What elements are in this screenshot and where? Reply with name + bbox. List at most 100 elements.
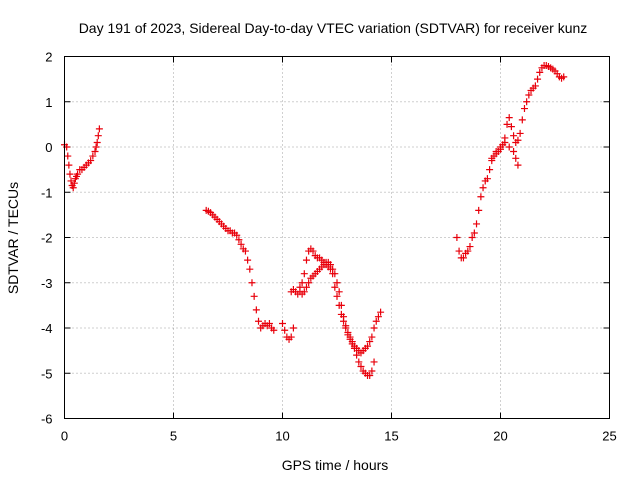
data-point-2-72 — [348, 338, 356, 346]
data-point-3-57 — [514, 161, 522, 169]
data-point-3-37 — [534, 75, 542, 83]
data-point-3-1 — [455, 247, 463, 255]
data-point-0-18 — [89, 152, 97, 160]
data-point-2-69 — [342, 322, 350, 330]
data-point-3-5 — [464, 247, 472, 255]
data-point-0-20 — [92, 143, 100, 151]
data-point-2-45 — [372, 317, 380, 325]
data-point-0-7 — [69, 184, 77, 192]
data-point-1-23 — [252, 306, 260, 314]
data-point-2-26 — [331, 283, 339, 291]
data-point-2-82 — [370, 358, 378, 366]
plot-frame — [64, 56, 610, 419]
data-point-0-21 — [93, 138, 101, 146]
data-point-2-66 — [335, 288, 343, 296]
data-point-2-41 — [364, 342, 372, 350]
y-tick-label-4: -2 — [41, 231, 53, 246]
data-point-2-5 — [289, 324, 297, 332]
x-tick-label-0: 0 — [61, 429, 68, 444]
data-point-2-63 — [329, 265, 337, 273]
data-point-3-23 — [503, 120, 511, 128]
data-point-1-21 — [248, 279, 256, 287]
data-point-1-18 — [241, 247, 249, 255]
data-point-2-44 — [370, 324, 378, 332]
data-point-2-46 — [374, 313, 382, 321]
data-point-2-43 — [368, 333, 376, 341]
data-point-3-12 — [479, 184, 487, 192]
data-point-2-0 — [279, 319, 286, 327]
data-point-2-65 — [333, 279, 341, 287]
data-point-0-22 — [94, 132, 102, 140]
x-tick-label-4: 20 — [493, 429, 507, 444]
data-point-2-76 — [357, 362, 365, 370]
data-point-3-31 — [520, 105, 528, 113]
data-point-3-32 — [523, 98, 531, 106]
data-point-1-22 — [250, 292, 258, 300]
data-point-2-74 — [353, 351, 361, 359]
data-point-1-20 — [246, 265, 254, 273]
data-point-2-73 — [350, 344, 358, 352]
data-point-2-80 — [366, 372, 374, 380]
y-tick-label-1: 1 — [45, 95, 52, 110]
data-point-2-1 — [281, 326, 289, 334]
y-tick-label-8: -6 — [41, 412, 53, 427]
data-point-3-8 — [470, 229, 478, 237]
data-point-3-51 — [492, 148, 500, 156]
data-point-1-14 — [233, 231, 241, 239]
data-point-2-67 — [337, 301, 345, 309]
y-tick-label-3: -1 — [41, 185, 53, 200]
y-tick-label-6: -4 — [41, 321, 53, 336]
data-point-3-11 — [477, 193, 485, 201]
data-point-0-3 — [65, 161, 73, 169]
data-point-2-42 — [366, 338, 374, 346]
data-point-3-26 — [510, 132, 518, 140]
data-point-3-15 — [486, 166, 494, 174]
x-tick-label-1: 5 — [170, 429, 177, 444]
y-tick-label-7: -5 — [41, 366, 53, 381]
data-point-3-9 — [473, 220, 481, 228]
data-point-0-23 — [95, 125, 103, 133]
data-point-3-6 — [466, 243, 474, 251]
data-point-0-8 — [70, 179, 78, 187]
y-axis-label: SDTVAR / TECUs — [5, 182, 21, 294]
data-point-2-68 — [340, 313, 348, 321]
data-point-2-13 — [302, 256, 310, 264]
data-point-2-70 — [344, 329, 352, 337]
x-tick-label-3: 15 — [384, 429, 398, 444]
y-tick-label-0: 2 — [45, 50, 52, 65]
x-tick-labels: 0 5 10 15 20 25 — [61, 429, 617, 444]
data-point-2-12 — [300, 270, 308, 278]
data-point-0-19 — [91, 148, 99, 156]
data-point-3-14 — [483, 175, 491, 183]
data-point-3-10 — [475, 206, 483, 214]
data-point-2-75 — [355, 358, 363, 366]
data-point-3-50 — [488, 154, 496, 162]
y-tick-label-5: -3 — [41, 276, 53, 291]
data-point-3-53 — [501, 138, 509, 146]
data-point-3-24 — [505, 114, 513, 122]
data-point-2-4 — [287, 333, 295, 341]
data-point-1-16 — [237, 240, 245, 248]
data-point-3-52 — [497, 143, 504, 151]
x-tick-label-5: 25 — [602, 429, 616, 444]
data-point-3-30 — [518, 116, 526, 124]
data-point-3-38 — [536, 68, 544, 76]
y-tick-label-2: 0 — [45, 140, 52, 155]
data-point-1-24 — [255, 317, 263, 325]
data-point-0-2 — [64, 152, 72, 160]
data-point-0-11 — [74, 170, 82, 178]
data-point-3-29 — [516, 129, 524, 137]
chart-title: Day 191 of 2023, Sidereal Day-to-day VTE… — [79, 20, 588, 36]
data-point-2-51 — [302, 283, 310, 291]
data-point-3-3 — [459, 254, 467, 262]
data-point-3-55 — [510, 148, 518, 156]
data-point-2-47 — [377, 308, 385, 316]
x-tick-label-2: 10 — [275, 429, 289, 444]
data-point-2-16 — [309, 247, 317, 255]
data-point-3-25 — [507, 123, 515, 131]
data-point-1-19 — [244, 256, 252, 264]
data-point-3-56 — [512, 154, 520, 162]
data-point-2-62 — [326, 261, 334, 269]
data-point-3-28 — [514, 136, 522, 144]
